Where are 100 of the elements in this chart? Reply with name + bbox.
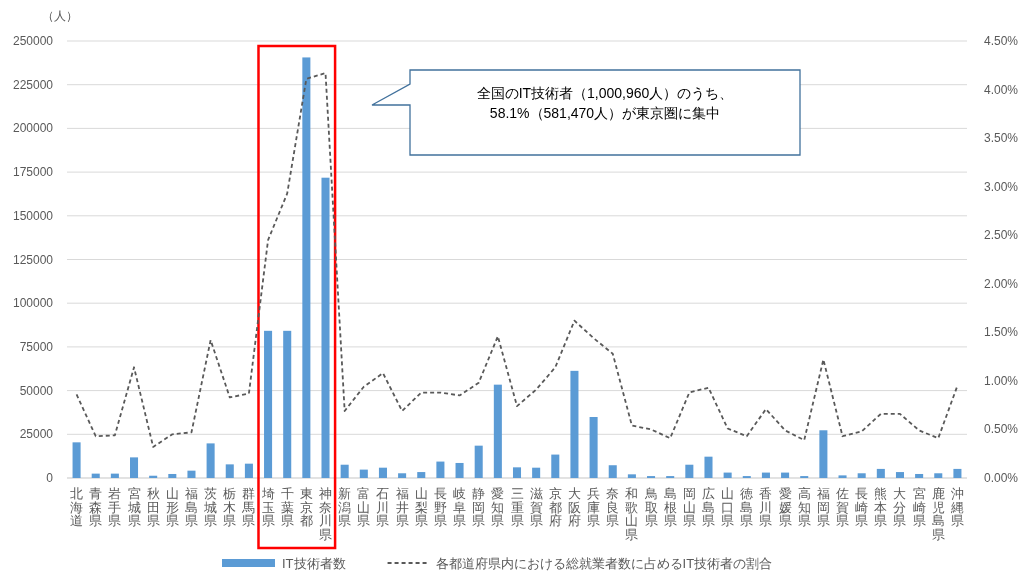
bar	[819, 430, 828, 478]
x-tick-label: 福井県	[395, 486, 409, 528]
x-tick-label: 鹿児島県	[931, 486, 945, 542]
bar	[283, 330, 292, 478]
x-tick-label: 滋賀県	[529, 486, 543, 528]
y2-tick-label: 4.50%	[983, 34, 1019, 48]
y2-tick-label: 1.00%	[983, 373, 1019, 388]
annotation: 全国のIT技術者（1,000,960人）のうち、	[476, 85, 734, 101]
x-tick-label: 北海道	[70, 486, 84, 528]
x-tick-label: 佐賀県	[836, 486, 850, 528]
bar	[551, 454, 560, 478]
bar	[378, 467, 387, 478]
bar	[187, 470, 196, 478]
y-tick-label: 225000	[12, 77, 54, 92]
bar	[493, 384, 502, 478]
y2-tick-label: 3.50%	[983, 131, 1019, 146]
x-tick-label: 東京都	[299, 486, 313, 528]
bar	[168, 473, 177, 478]
y-tick-label: 100000	[12, 296, 54, 311]
bar	[589, 417, 598, 478]
x-tick-label: 埼玉県	[260, 486, 275, 528]
x-tick-label: 兵庫県	[587, 486, 601, 528]
y-tick-label: 175000	[12, 165, 54, 180]
bar	[685, 464, 694, 478]
bar	[512, 467, 522, 478]
y-tick-label: 50000	[19, 383, 54, 398]
x-tick-label: 茨城県	[203, 486, 218, 528]
y-axis-title: （人）	[42, 9, 78, 23]
x-tick-label: 三重県	[510, 486, 524, 528]
bar	[130, 457, 139, 478]
bar	[72, 442, 81, 478]
y-tick-label: 25000	[19, 427, 54, 442]
x-tick-label: 岩手県	[108, 486, 122, 528]
bar	[455, 462, 464, 478]
bar	[244, 463, 253, 478]
bar	[110, 473, 119, 478]
y-tick-label: 200000	[12, 121, 54, 136]
bar	[857, 473, 866, 478]
legend-label: IT技術者数	[282, 556, 346, 571]
x-tick-label: 宮城県	[126, 486, 141, 528]
bar	[934, 473, 943, 478]
x-tick-label: 岐阜県	[453, 486, 467, 528]
x-tick-label: 石川県	[376, 486, 390, 528]
x-tick-label: 岡山県	[682, 486, 696, 528]
y2-tick-label: 0.50%	[983, 422, 1019, 437]
x-tick-label: 神奈川県	[319, 486, 333, 542]
x-tick-label: 福岡県	[816, 486, 830, 528]
x-tick-label: 島根県	[663, 486, 677, 528]
bar	[876, 468, 885, 478]
bar	[340, 464, 349, 478]
bar	[723, 472, 732, 478]
x-tick-label: 千葉県	[280, 486, 294, 528]
x-tick-label: 群馬県	[241, 486, 256, 528]
x-tick-label: 高知県	[797, 486, 811, 528]
bar	[321, 177, 330, 478]
y-tick-label: 0	[46, 471, 54, 485]
y2-tick-label: 0.00%	[983, 471, 1019, 485]
x-tick-label: 愛媛県	[778, 486, 792, 528]
bar	[781, 472, 790, 478]
x-tick-label: 福島県	[184, 486, 198, 528]
x-tick-label: 秋田県	[146, 486, 160, 528]
bar	[264, 330, 273, 478]
x-tick-label: 大阪府	[567, 486, 581, 528]
x-tick-label: 富山県	[357, 486, 371, 528]
x-tick-label: 奈良県	[606, 486, 620, 528]
legend-label: 各都道府県内における総就業者数に占めるIT技術者の割合	[435, 556, 773, 571]
x-tick-label: 山形県	[165, 486, 179, 528]
bar	[436, 461, 445, 478]
annotation: 58.1%（581,470人）が東京圏に集中	[489, 105, 721, 121]
bar	[532, 467, 541, 478]
x-tick-label: 京都府	[548, 486, 562, 528]
bar	[225, 464, 234, 478]
bar	[359, 469, 368, 478]
bar	[761, 472, 770, 478]
callout: 全国のIT技術者（1,000,960人）のうち、 58.1%（581,470人）が東京圏に集中	[371, 69, 801, 156]
bar	[398, 473, 407, 478]
y2-tick-label: 2.50%	[983, 228, 1019, 243]
x-tick-label: 山梨県	[414, 486, 428, 528]
x-tick-label: 長崎県	[855, 486, 869, 528]
y-tick-label: 75000	[19, 339, 54, 354]
y2-tick-label: 4.00%	[983, 82, 1019, 97]
bar	[570, 370, 579, 478]
y2-tick-label: 3.00%	[983, 179, 1019, 194]
bar	[838, 475, 847, 478]
x-tick-label: 愛知県	[491, 486, 505, 528]
line-series	[75, 72, 959, 448]
x-tick-label: 長野県	[433, 486, 447, 528]
bar	[953, 468, 962, 478]
x-tick-label: 熊本県	[874, 486, 888, 528]
x-tick-label: 鳥取県	[643, 486, 658, 528]
y2-tick-label: 2.00%	[983, 276, 1019, 291]
bar	[627, 474, 636, 478]
x-tick-label: 沖縄県	[949, 486, 964, 528]
x-tick-label: 新潟県	[338, 486, 352, 528]
x-tick-label: 和歌山県	[625, 486, 639, 542]
x-tick-label: 広島県	[701, 486, 715, 528]
bar	[91, 473, 100, 478]
y-tick-label: 125000	[12, 252, 54, 267]
x-tick-label: 山口県	[721, 486, 735, 528]
x-tick-label: 大分県	[893, 486, 907, 528]
